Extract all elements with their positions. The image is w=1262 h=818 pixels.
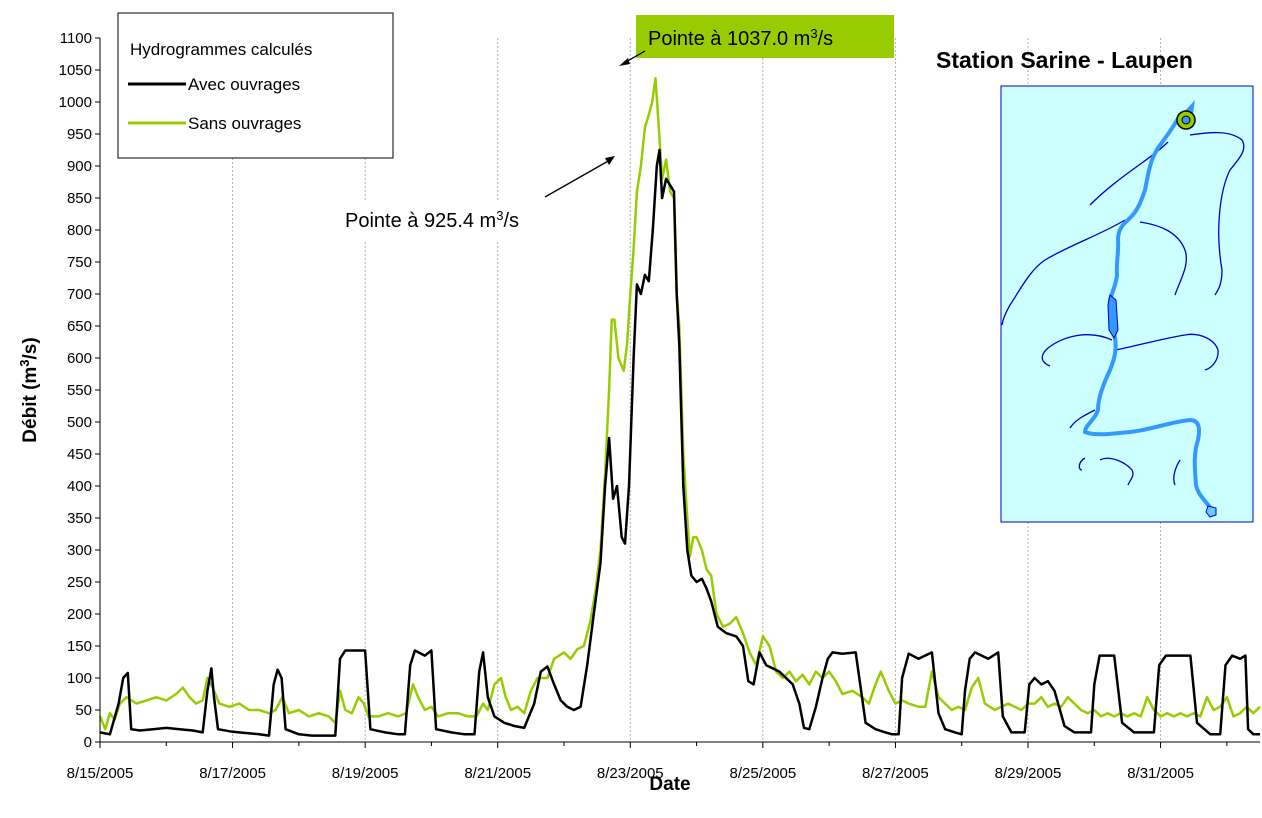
y-tick-label: 700 bbox=[67, 286, 92, 303]
x-tick-label: 8/31/2005 bbox=[1127, 765, 1194, 782]
x-tick-label: 8/15/2005 bbox=[67, 765, 134, 782]
series-line-avec-ouvrages bbox=[99, 148, 1260, 737]
annotation-black-label: Pointe à 925.4 m3/s bbox=[345, 208, 519, 233]
tributary-5 bbox=[1041, 334, 1113, 367]
legend-label-sans: Sans ouvrages bbox=[188, 114, 301, 133]
y-axis-title: Débit (m3/s) bbox=[17, 337, 42, 442]
x-tick-label: 8/21/2005 bbox=[464, 765, 531, 782]
x-tick-label: 8/25/2005 bbox=[729, 765, 796, 782]
y-tick-label: 800 bbox=[67, 222, 92, 239]
y-tick-label: 650 bbox=[67, 318, 92, 335]
x-axis-title: Date bbox=[649, 774, 690, 795]
inset-map-source-lake bbox=[1205, 505, 1217, 518]
y-tick-label: 350 bbox=[67, 510, 92, 527]
tributary-8 bbox=[1099, 457, 1134, 486]
tributary-9 bbox=[1078, 457, 1086, 471]
y-tick-label: 600 bbox=[67, 350, 92, 367]
y-tick-label: 750 bbox=[67, 254, 92, 271]
y-tick-label: 850 bbox=[67, 190, 92, 207]
legend-label-avec: Avec ouvrages bbox=[188, 75, 300, 94]
y-tick-label: 300 bbox=[67, 542, 92, 559]
x-tick-label: 8/17/2005 bbox=[199, 765, 266, 782]
annotation-green-label: Pointe à 1037.0 m3/s bbox=[648, 26, 833, 51]
inset-map: Station Sarine - Laupen bbox=[936, 47, 1254, 523]
inset-map-frame bbox=[1000, 85, 1254, 523]
y-tick-label: 900 bbox=[67, 158, 92, 175]
annotation-black-peak: Pointe à 925.4 m3/s bbox=[336, 156, 615, 240]
annotation-green-box bbox=[636, 15, 894, 58]
y-tick-label: 50 bbox=[75, 702, 92, 719]
tributary-2 bbox=[1189, 131, 1245, 296]
tributary-1 bbox=[1089, 141, 1169, 206]
y-tick-label: 250 bbox=[67, 574, 92, 591]
tributary-6 bbox=[1115, 333, 1219, 371]
x-tick-label: 8/23/2005 bbox=[597, 765, 664, 782]
y-tick-label: 400 bbox=[67, 478, 92, 495]
annotation-black-arrow bbox=[544, 159, 611, 198]
annotation-green-peak: Pointe à 1037.0 m3/s bbox=[619, 15, 894, 66]
legend: Hydrogrammes calculés Avec ouvrages Sans… bbox=[117, 12, 394, 159]
tributary-4 bbox=[1139, 221, 1187, 296]
y-tick-label: 950 bbox=[67, 126, 92, 143]
y-tick-label: 1100 bbox=[60, 30, 92, 47]
series-lines bbox=[98, 77, 1261, 737]
y-tick-label: 150 bbox=[67, 638, 92, 655]
x-tick-label: 8/19/2005 bbox=[332, 765, 399, 782]
y-tick-label: 550 bbox=[67, 382, 92, 399]
inset-map-lake bbox=[1107, 294, 1119, 340]
y-tick-label: 100 bbox=[67, 670, 92, 687]
inset-map-main-river bbox=[1082, 113, 1214, 512]
legend-title: Hydrogrammes calculés bbox=[130, 40, 312, 59]
axes: 8/15/2005 8/17/2005 8/19/2005 8/21/2005 8/23… bbox=[59, 30, 1260, 782]
y-tick-label: 200 bbox=[67, 606, 92, 623]
tributary-3 bbox=[1001, 219, 1126, 326]
annotation-green-arrowhead bbox=[619, 58, 630, 66]
x-tick-label: 8/27/2005 bbox=[862, 765, 929, 782]
annotation-black-arrowhead bbox=[605, 156, 615, 165]
tributary-10 bbox=[1173, 459, 1181, 486]
inset-map-tributaries bbox=[1001, 131, 1245, 486]
inset-map-title: Station Sarine - Laupen bbox=[936, 47, 1193, 73]
tributary-7 bbox=[1069, 409, 1096, 429]
y-tick-label: 500 bbox=[67, 414, 92, 431]
x-tick-label: 8/29/2005 bbox=[995, 765, 1062, 782]
annotation-black-box bbox=[336, 200, 566, 240]
y-tick-label: 450 bbox=[67, 446, 92, 463]
inset-map-station-dot bbox=[1181, 115, 1191, 125]
y-tick-label: 1000 bbox=[59, 94, 92, 111]
y-tick-label: 1050 bbox=[59, 62, 92, 79]
y-tick-label: 0 bbox=[84, 734, 92, 751]
